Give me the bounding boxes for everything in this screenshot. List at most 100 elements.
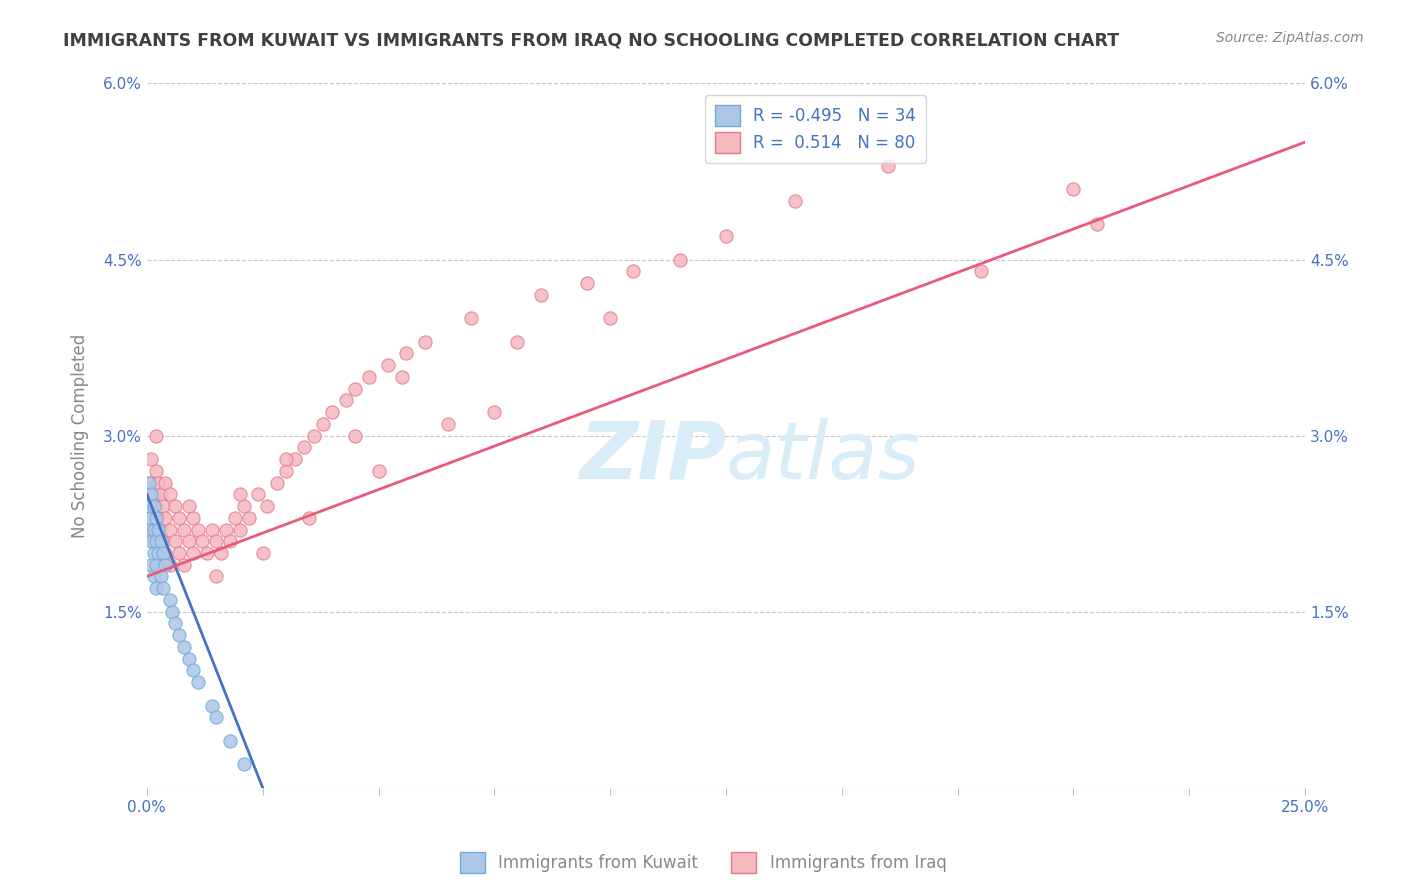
Point (266, 475, 288, 490)
Point (359, 370, 381, 384)
Point (247, 487, 270, 501)
Point (148, 510, 170, 524)
Point (149, 569, 172, 583)
Point (145, 534, 167, 549)
Point (155, 558, 177, 572)
Point (413, 334, 436, 349)
Point (195, 546, 218, 560)
Point (312, 417, 335, 431)
Point (142, 546, 165, 560)
Point (506, 334, 529, 349)
Point (141, 487, 163, 501)
Point (219, 534, 242, 549)
Point (145, 581, 167, 595)
Point (599, 311, 621, 326)
Point (274, 452, 297, 467)
Point (148, 546, 170, 560)
Point (970, 264, 993, 278)
Point (344, 382, 367, 396)
Point (149, 523, 172, 537)
Point (142, 534, 165, 549)
Point (187, 523, 209, 537)
Point (377, 358, 399, 372)
Point (138, 499, 160, 513)
Point (256, 499, 278, 513)
Point (152, 499, 174, 513)
Point (181, 510, 204, 524)
Point (152, 581, 174, 595)
Point (205, 710, 228, 724)
Point (141, 523, 163, 537)
Point (292, 440, 315, 454)
Point (148, 523, 170, 537)
Point (152, 546, 174, 560)
Point (173, 640, 195, 654)
Point (149, 487, 172, 501)
Point (391, 370, 413, 384)
Point (1062, 182, 1084, 196)
Point (169, 628, 191, 642)
Point (877, 159, 900, 173)
Point (141, 534, 163, 549)
Point (714, 229, 737, 244)
Point (163, 616, 186, 631)
Point (205, 569, 228, 583)
Point (173, 523, 195, 537)
Text: ZIP: ZIP (579, 417, 725, 496)
Legend: Immigrants from Kuwait, Immigrants from Iraq: Immigrants from Kuwait, Immigrants from … (453, 846, 953, 880)
Point (163, 499, 186, 513)
Point (181, 546, 204, 560)
Point (284, 452, 307, 467)
Point (224, 510, 246, 524)
Point (252, 546, 274, 560)
Legend: R = -0.495   N = 34, R =  0.514   N = 80: R = -0.495 N = 34, R = 0.514 N = 80 (704, 95, 927, 162)
Point (155, 510, 177, 524)
Point (162, 605, 184, 619)
Point (181, 664, 204, 678)
Point (155, 546, 177, 560)
Point (169, 510, 191, 524)
Point (177, 499, 200, 513)
Point (155, 475, 177, 490)
Point (575, 276, 598, 290)
Point (191, 534, 214, 549)
Point (321, 405, 343, 419)
Point (621, 264, 644, 278)
Point (201, 698, 224, 713)
Text: IMMIGRANTS FROM KUWAIT VS IMMIGRANTS FROM IRAQ NO SCHOOLING COMPLETED CORRELATIO: IMMIGRANTS FROM KUWAIT VS IMMIGRANTS FRO… (63, 31, 1119, 49)
Point (395, 346, 418, 360)
Point (173, 558, 195, 572)
Point (233, 499, 256, 513)
Point (159, 593, 181, 607)
Point (142, 523, 165, 537)
Point (177, 534, 200, 549)
Point (530, 287, 553, 301)
Point (205, 534, 228, 549)
Point (138, 475, 160, 490)
Point (302, 428, 325, 442)
Point (1085, 217, 1108, 231)
Point (228, 487, 250, 501)
Point (219, 733, 242, 747)
Point (141, 452, 163, 467)
Point (238, 510, 260, 524)
Point (335, 393, 357, 408)
Point (344, 428, 367, 442)
Point (177, 651, 200, 665)
Point (149, 534, 172, 549)
Point (145, 428, 167, 442)
Point (233, 757, 256, 772)
Point (145, 510, 167, 524)
Point (145, 558, 167, 572)
Point (274, 464, 297, 478)
Point (367, 464, 389, 478)
Point (142, 487, 165, 501)
Text: Source: ZipAtlas.com: Source: ZipAtlas.com (1216, 31, 1364, 45)
Point (785, 194, 807, 208)
Point (138, 523, 160, 537)
Point (148, 475, 170, 490)
Point (209, 546, 232, 560)
Point (668, 252, 690, 267)
Point (484, 405, 506, 419)
Point (142, 569, 165, 583)
